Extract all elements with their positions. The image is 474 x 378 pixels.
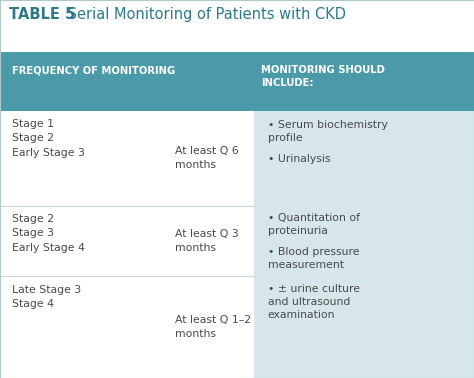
Text: Stage 2
Stage 3
Early Stage 4: Stage 2 Stage 3 Early Stage 4 — [12, 214, 85, 253]
Text: At least Q 6
months: At least Q 6 months — [175, 146, 239, 170]
Text: At least Q 3
months: At least Q 3 months — [175, 229, 239, 253]
Text: • Blood pressure
measurement: • Blood pressure measurement — [268, 247, 359, 270]
Bar — [0, 111, 254, 378]
Text: MONITORING SHOULD
INCLUDE:: MONITORING SHOULD INCLUDE: — [261, 65, 384, 88]
Text: Late Stage 3
Stage 4: Late Stage 3 Stage 4 — [12, 285, 81, 309]
Text: FREQUENCY OF MONITORING: FREQUENCY OF MONITORING — [12, 65, 175, 75]
Text: TABLE 5: TABLE 5 — [9, 7, 75, 22]
Text: At least Q 1–2
months: At least Q 1–2 months — [175, 315, 252, 339]
Text: • Serum biochemistry
profile: • Serum biochemistry profile — [268, 120, 388, 143]
Bar — [254, 111, 474, 378]
Text: Stage 1
Stage 2
Early Stage 3: Stage 1 Stage 2 Early Stage 3 — [12, 119, 85, 158]
Bar — [0, 52, 474, 111]
Text: • Quantitation of
proteinuria: • Quantitation of proteinuria — [268, 213, 360, 236]
Bar — [0, 0, 474, 52]
Text: • Urinalysis: • Urinalysis — [268, 154, 330, 164]
Text: • ± urine culture
and ultrasound
examination: • ± urine culture and ultrasound examina… — [268, 284, 360, 321]
Text: Serial Monitoring of Patients with CKD: Serial Monitoring of Patients with CKD — [63, 7, 346, 22]
